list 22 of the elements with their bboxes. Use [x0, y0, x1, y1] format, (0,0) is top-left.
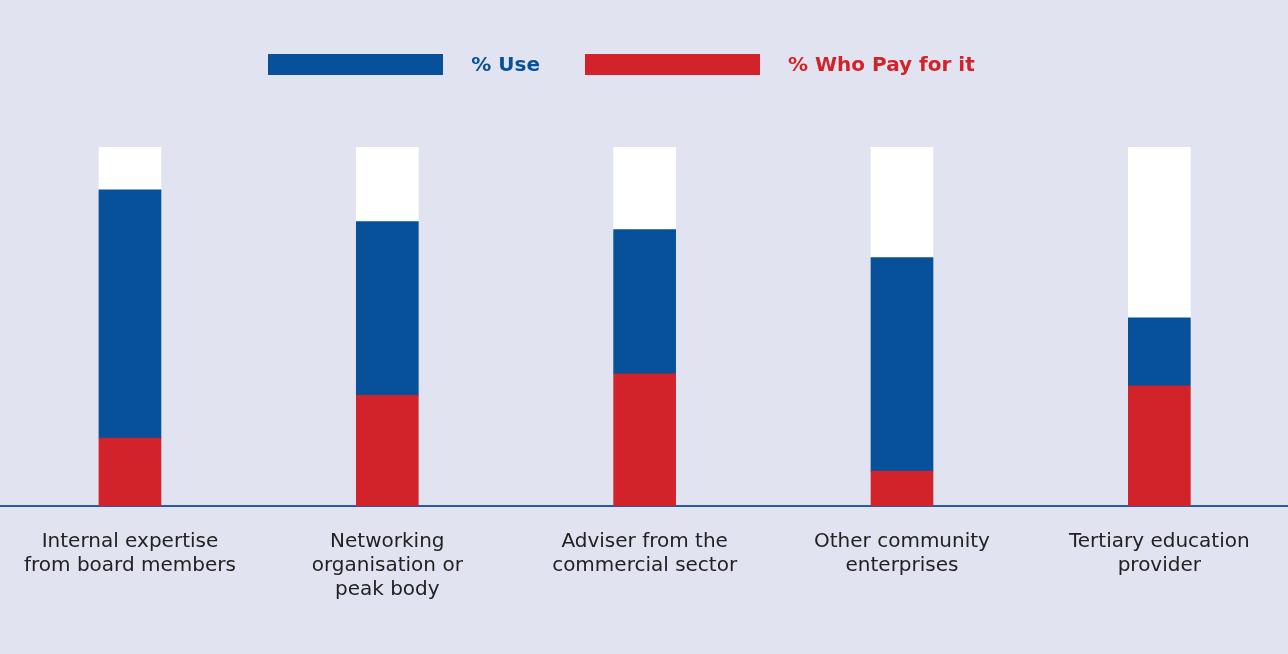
x-tick-label: Adviser from the commercial sector [552, 528, 738, 577]
bar [355, 147, 419, 222]
bar [98, 189, 162, 439]
bar [355, 395, 419, 506]
bar [355, 221, 419, 396]
bar [613, 373, 676, 506]
bar [1128, 385, 1191, 506]
bar [870, 257, 934, 472]
bar [1128, 147, 1191, 319]
text: % Use [471, 52, 540, 76]
text: % Who Pay for it [788, 52, 975, 76]
x-tick-label: Internal expertise from board members [23, 528, 236, 577]
bar [98, 147, 162, 191]
bar [1128, 317, 1191, 387]
x-tick-label: Tertiary education provider [1068, 528, 1250, 577]
bar [98, 437, 162, 506]
bar [870, 147, 934, 258]
bar [613, 229, 676, 375]
x-tick-label: Other community enterprises [814, 528, 991, 577]
x-tick-label: Networking organisation or peak body [311, 528, 464, 601]
bar [870, 470, 934, 506]
bar [613, 147, 676, 230]
